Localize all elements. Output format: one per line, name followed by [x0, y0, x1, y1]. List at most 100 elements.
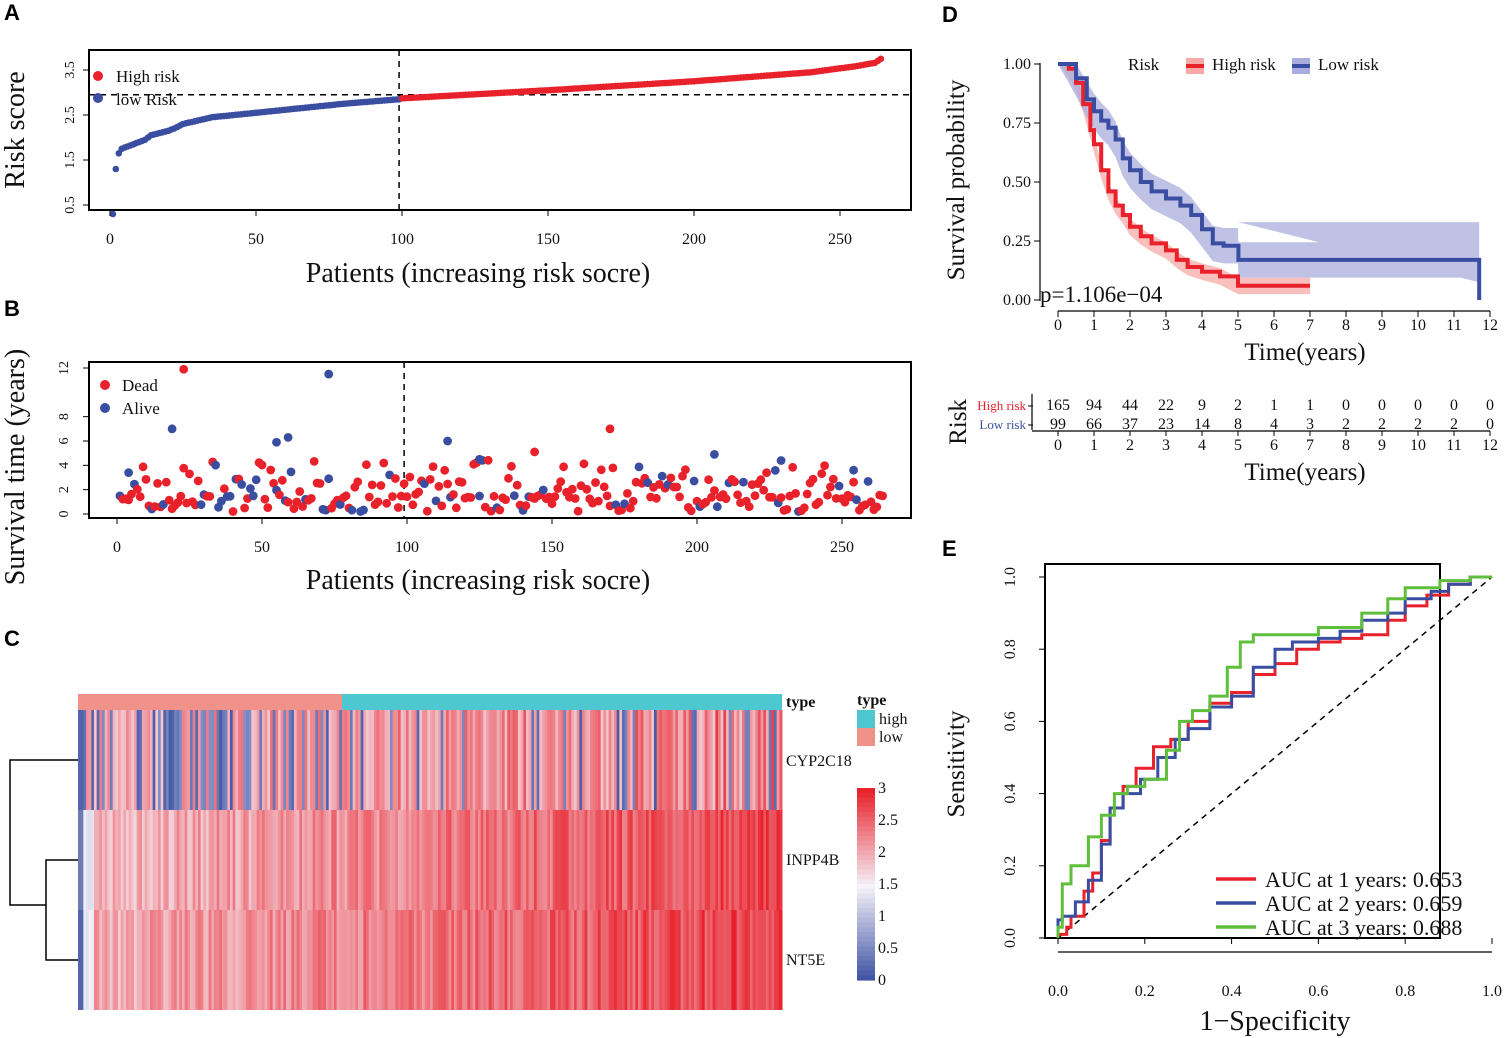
- heatmap-cell: [480, 910, 484, 1010]
- heatmap-cell: [168, 710, 172, 810]
- heatmap-cell: [334, 710, 338, 810]
- heatmap-cell: [560, 910, 564, 1010]
- heatmap-cell: [206, 910, 210, 1010]
- risk-table-value: 22: [1158, 397, 1174, 414]
- heatmap-cell: [544, 710, 548, 810]
- heatmap-cell: [480, 810, 484, 910]
- heatmap-cell: [518, 910, 522, 1010]
- dead-point: [768, 492, 777, 502]
- heatmap-cell: [502, 910, 506, 1010]
- dead-point: [599, 482, 609, 492]
- heatmap-cell: [192, 910, 196, 1010]
- heatmap-cell: [547, 910, 551, 1010]
- heatmap-cell: [704, 810, 708, 910]
- heatmap-cell: [99, 810, 103, 910]
- heatmap-cell: [294, 710, 298, 810]
- y-tick-label: 0.50: [1003, 174, 1031, 191]
- heatmap-cell: [318, 910, 322, 1010]
- heatmap-cell: [374, 710, 378, 810]
- color-scale-step: [857, 836, 875, 842]
- heatmap-cell: [291, 710, 295, 810]
- heatmap-cell: [280, 710, 284, 810]
- heatmap-cell: [435, 810, 439, 910]
- heatmap-cell: [608, 810, 612, 910]
- color-scale-step: [857, 845, 875, 851]
- heatmap-cell: [752, 810, 756, 910]
- heatmap-cell: [179, 710, 183, 810]
- heatmap-cell: [411, 810, 415, 910]
- heatmap-cell: [622, 910, 626, 1010]
- dead-point: [295, 487, 305, 496]
- heatmap-cell: [771, 810, 775, 910]
- x-tick-label: 250: [830, 539, 854, 556]
- heatmap-cell: [691, 910, 695, 1010]
- heatmap-cell: [619, 710, 623, 810]
- heatmap-cell: [744, 910, 748, 1010]
- low-risk-point: [109, 210, 117, 218]
- heatmap-cell: [499, 810, 503, 910]
- heatmap-cell: [571, 910, 575, 1010]
- heatmap-cell: [656, 710, 660, 810]
- heatmap-cell: [672, 710, 676, 810]
- heatmap-cell: [315, 810, 319, 910]
- heatmap-cell: [392, 710, 396, 810]
- heatmap-cell: [115, 710, 119, 810]
- dead-point: [675, 492, 684, 502]
- heatmap-cell: [539, 710, 543, 810]
- heatmap-cell: [667, 810, 671, 910]
- legend-high-risk-marker: [93, 71, 103, 81]
- dead-point: [141, 475, 151, 484]
- heatmap-cell: [592, 810, 596, 910]
- color-scale-step: [857, 965, 875, 971]
- heatmap-cell: [123, 810, 127, 910]
- heatmap-cell: [152, 810, 156, 910]
- heatmap-cell: [491, 910, 495, 1010]
- heatmap-cell: [427, 710, 431, 810]
- heatmap-cell: [347, 810, 351, 910]
- heatmap-cell: [406, 710, 410, 810]
- heatmap-cell: [504, 710, 508, 810]
- heatmap-cell: [654, 910, 658, 1010]
- heatmap-cell: [379, 910, 383, 1010]
- dead-point: [373, 497, 383, 507]
- heatmap-cell: [363, 810, 367, 910]
- heatmap-cell: [158, 910, 162, 1010]
- heatmap-cell: [208, 710, 212, 810]
- heatmap-cell: [456, 910, 460, 1010]
- dead-point: [579, 459, 589, 469]
- heatmap-cell: [232, 710, 236, 810]
- annotation-high-bar: [342, 694, 782, 710]
- heatmap-cell: [203, 810, 207, 910]
- x-axis-title: Patients (increasing risk socre): [306, 258, 650, 289]
- alive-point: [324, 474, 334, 484]
- alive-point: [324, 369, 334, 379]
- heatmap-cell: [203, 710, 207, 810]
- dead-point: [750, 491, 760, 501]
- heatmap-cell: [726, 810, 730, 910]
- heatmap-cell: [142, 710, 146, 810]
- heatmap-cell: [312, 910, 316, 1010]
- heatmap-cell: [83, 810, 87, 910]
- heatmap-cell: [590, 710, 594, 810]
- color-scale-step: [857, 812, 875, 818]
- heatmap-cell: [187, 810, 191, 910]
- heatmap-cell: [152, 910, 156, 1010]
- dead-point: [277, 475, 287, 485]
- heatmap-cell: [742, 910, 746, 1010]
- heatmap-cell: [539, 810, 543, 910]
- heatmap-cell: [150, 710, 154, 810]
- heatmap-cell: [398, 710, 402, 810]
- heatmap-cell: [232, 910, 236, 1010]
- heatmap-cell: [302, 710, 306, 810]
- heatmap-cell: [163, 810, 167, 910]
- heatmap-cell: [622, 710, 626, 810]
- heatmap-cell: [278, 810, 282, 910]
- risk-table-x-label: 5: [1234, 437, 1242, 454]
- dead-point: [443, 479, 452, 489]
- heatmap-cell: [168, 810, 172, 910]
- heatmap-cell: [520, 810, 524, 910]
- heatmap-cell: [275, 910, 279, 1010]
- heatmap-cell: [382, 910, 386, 1010]
- heatmap-cell: [392, 910, 396, 1010]
- alive-point: [776, 456, 786, 465]
